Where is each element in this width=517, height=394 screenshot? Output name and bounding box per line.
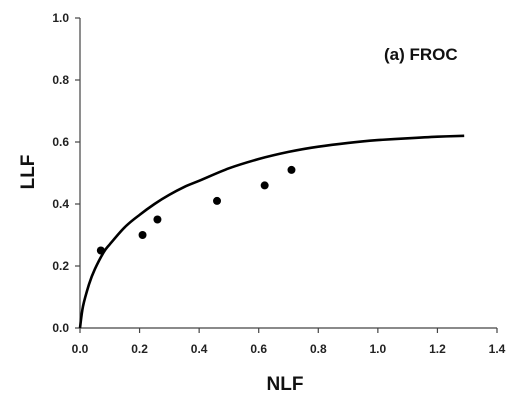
y-axis-title: LLF [18,155,39,190]
x-tick-label: 0.0 [72,342,89,356]
data-point [138,231,147,239]
data-point [153,215,162,224]
y-tick-label: 0.6 [52,135,69,149]
y-tick-label: 0.0 [52,321,69,335]
data-point [260,181,269,190]
data-point [213,196,222,205]
x-axis-title: NLF [267,374,304,394]
x-tick-label: 1.0 [370,342,387,356]
axes [75,17,498,333]
data-point [287,165,296,174]
x-tick-label: 1.4 [489,342,506,356]
y-tick-label: 0.2 [52,259,69,273]
chart-annotation: (a) FROC [384,45,458,64]
x-tick-label: 1.2 [429,342,446,356]
y-tick-label: 0.8 [52,73,69,87]
x-tick-label: 0.6 [250,342,267,356]
x-tick-label: 0.4 [191,342,208,356]
data-point [96,246,105,255]
y-tick-label: 1.0 [52,11,69,25]
fitted-froc-curve [78,134,465,329]
observed-points [96,165,296,255]
x-tick-label: 0.2 [131,342,148,356]
x-tick-labels: 0.0 0.2 0.4 0.6 0.8 1.0 1.2 1.4 [72,342,506,356]
y-tick-labels: 0.0 0.2 0.4 0.6 0.8 1.0 [52,11,69,335]
y-tick-label: 0.4 [52,197,69,211]
x-tick-label: 0.8 [310,342,327,356]
